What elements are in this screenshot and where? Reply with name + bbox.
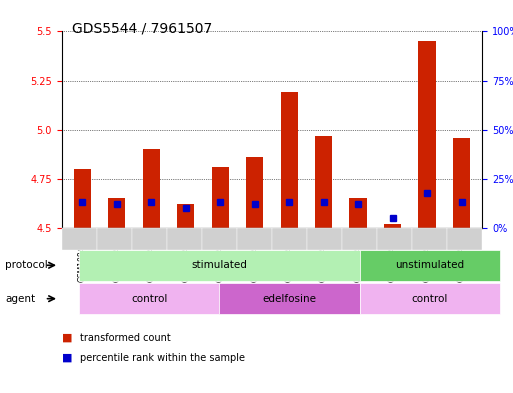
Text: edelfosine: edelfosine: [263, 294, 317, 304]
Text: ■: ■: [62, 333, 72, 343]
Text: stimulated: stimulated: [191, 260, 247, 270]
Text: transformed count: transformed count: [80, 333, 170, 343]
Bar: [211, 167, 229, 228]
Bar: [246, 157, 263, 228]
Text: unstimulated: unstimulated: [395, 260, 464, 270]
Text: ■: ■: [62, 353, 72, 363]
Bar: [74, 169, 91, 228]
Bar: [143, 149, 160, 228]
Bar: [315, 136, 332, 228]
Text: control: control: [131, 294, 167, 304]
Text: GDS5544 / 7961507: GDS5544 / 7961507: [72, 22, 212, 36]
Text: percentile rank within the sample: percentile rank within the sample: [80, 353, 245, 363]
Text: protocol: protocol: [5, 260, 48, 270]
Bar: [177, 204, 194, 228]
Bar: [108, 198, 125, 228]
Bar: [453, 138, 470, 228]
Text: control: control: [411, 294, 448, 304]
Bar: [419, 41, 436, 228]
Text: agent: agent: [5, 294, 35, 304]
Bar: [384, 224, 401, 228]
Bar: [281, 92, 298, 228]
Bar: [349, 198, 367, 228]
